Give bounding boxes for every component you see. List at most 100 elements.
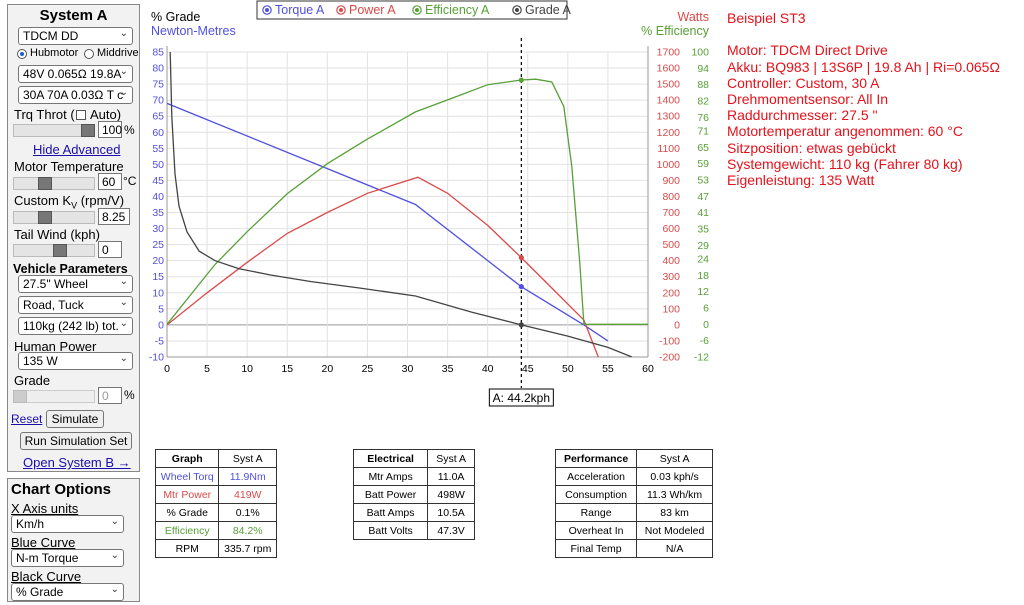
motor-temp-label: Motor Temperature	[14, 159, 124, 174]
graph-table-header: Graph	[154, 449, 220, 468]
legend-label: Power A	[349, 3, 396, 17]
table-row: Mtr Power 419W	[154, 485, 277, 504]
slider-thumb[interactable]	[13, 390, 27, 403]
hide-advanced-link[interactable]: Hide Advanced	[33, 142, 121, 157]
tail-wind-slider[interactable]	[13, 244, 95, 257]
left-axis-label-grade: % Grade	[151, 10, 200, 24]
table-cell: 10.5A	[427, 503, 475, 522]
eff-tick-label: 53	[697, 174, 709, 186]
weight-select[interactable]: 110kg (242 lb) tot. ⌄	[18, 317, 133, 335]
legend-label: Torque A	[275, 3, 325, 17]
chevron-down-icon: ⌄	[119, 318, 128, 329]
left-tick-label: 40	[152, 191, 164, 203]
chart-legend[interactable]: Torque A Power A Efficiency A Grade A	[256, 0, 572, 20]
info-line: Eigenleistung: 135 Watt	[727, 172, 875, 189]
auto-checkbox[interactable]	[76, 110, 86, 120]
table-row: Final Temp N/A	[554, 539, 713, 558]
legend-item-grade-a[interactable]: Grade A	[512, 3, 572, 17]
left-tick-label: 60	[152, 127, 164, 139]
eff-tick-label: 35	[697, 224, 709, 236]
left-tick-label: -5	[155, 335, 164, 347]
legend-item-torque-a[interactable]: Torque A	[262, 3, 325, 17]
middrive-radio[interactable]	[84, 49, 94, 59]
chevron-down-icon: ⌄	[119, 87, 128, 98]
motor-temp-input[interactable]: 60	[98, 173, 122, 190]
custom-kv-subscript: V	[71, 200, 78, 211]
x-axis-units-select[interactable]: Km/h ⌄	[11, 515, 124, 533]
left-tick-label: 25	[152, 239, 164, 251]
table-row: Batt Amps 10.5A	[352, 503, 475, 522]
performance-chart[interactable]: 0 5 10 15 20 25 30 35 40 45 50 55 60-10-505101520253…	[145, 0, 717, 410]
table-cell: Not Modeled	[636, 521, 713, 540]
left-tick-label: 5	[158, 303, 164, 315]
posture-select[interactable]: Road, Tuck ⌄	[18, 296, 133, 314]
custom-kv-unit: (rpm/V)	[77, 193, 125, 208]
custom-kv-slider[interactable]	[13, 211, 95, 224]
grade-unit: %	[124, 388, 135, 402]
table-row: % Grade 0.1%	[154, 503, 277, 522]
info-line: Motor: TDCM Direct Drive	[727, 42, 888, 59]
reset-link[interactable]: Reset	[11, 412, 43, 426]
cursor-label-box	[488, 388, 554, 407]
auto-label: Auto)	[90, 107, 122, 122]
table-cell: Batt Volts	[352, 521, 429, 540]
throttle-slider[interactable]	[13, 124, 95, 137]
series-line-efficiency-a	[167, 78, 648, 325]
chart-cursor[interactable]: A: 44.2kph	[488, 38, 554, 407]
table-row: Batt Volts 47.3V	[352, 521, 475, 540]
x-axis-units-label: X Axis units	[11, 501, 79, 516]
electrical-table-header: Electrical	[352, 449, 429, 468]
table-row: RPM 335.7 rpm	[154, 539, 277, 558]
human-power-select-value: 135 W	[23, 354, 58, 368]
slider-thumb[interactable]	[38, 211, 52, 224]
trq-throt-label: Trq Throt (	[14, 107, 75, 122]
eff-tick-label: 94	[697, 63, 709, 75]
grade-slider[interactable]	[13, 390, 95, 403]
run-simulation-set-button[interactable]: Run Simulation Set	[20, 432, 132, 450]
tail-wind-input[interactable]: 0	[98, 241, 122, 258]
chevron-down-icon: ⌄	[119, 353, 128, 364]
motor-select[interactable]: TDCM DD ⌄	[18, 27, 133, 45]
table-row: Batt Power 498W	[352, 485, 475, 504]
table-cell: RPM	[154, 539, 220, 558]
slider-thumb[interactable]	[53, 244, 67, 257]
table-cell: 11.0A	[427, 467, 475, 486]
chevron-down-icon: ⌄	[110, 550, 119, 561]
motor-temp-slider[interactable]	[13, 177, 95, 190]
grade-label: Grade	[14, 373, 51, 388]
custom-kv-text: Custom K	[14, 193, 72, 208]
legend-item-power-a[interactable]: Power A	[336, 3, 396, 17]
x-tick-label: 15	[281, 363, 293, 375]
custom-kv-label: Custom KV (rpm/V)	[14, 193, 124, 211]
slider-thumb[interactable]	[38, 177, 52, 190]
battery-select[interactable]: 48V 0.065Ω 19.8A ⌄	[18, 65, 133, 83]
controller-select[interactable]: 30A 70A 0.03Ω T c ⌄	[18, 86, 133, 104]
left-axis-label-nm: Newton-Metres	[151, 24, 236, 38]
chevron-down-icon: ⌄	[110, 516, 119, 527]
table-cell: 11.9Nm	[218, 467, 277, 486]
human-power-select[interactable]: 135 W ⌄	[18, 352, 133, 370]
right-axis-label-eff: % Efficiency	[641, 24, 710, 38]
series-line-grade-a	[169, 51, 633, 357]
watt-tick-label: -200	[659, 352, 680, 364]
custom-kv-input[interactable]: 8.25	[98, 208, 130, 225]
left-tick-label: 0	[158, 319, 164, 331]
watt-tick-label: 500	[662, 239, 680, 251]
system-a-panel: System A TDCM DD ⌄ Hubmotor Middrive 48V …	[7, 4, 140, 472]
black-curve-select[interactable]: % Grade ⌄	[11, 583, 124, 601]
performance-table: Performance Syst A Acceleration 0.03 kph/s C…	[554, 449, 713, 558]
info-line	[727, 26, 1000, 42]
throttle-input[interactable]: 100	[98, 121, 122, 138]
wheel-select[interactable]: 27.5" Wheel ⌄	[18, 275, 133, 293]
legend-item-efficiency-a[interactable]: Efficiency A	[412, 3, 490, 17]
blue-curve-select[interactable]: N-m Torque ⌄	[11, 549, 124, 567]
slider-thumb[interactable]	[81, 124, 95, 137]
table-cell: 84.2%	[218, 521, 277, 540]
simulate-button[interactable]: Simulate	[46, 410, 104, 428]
left-tick-label: 75	[152, 79, 164, 91]
grade-input[interactable]: 0	[98, 387, 122, 404]
watt-tick-label: 400	[662, 255, 680, 267]
x-tick-label: 60	[642, 363, 654, 375]
hubmotor-radio[interactable]	[17, 49, 27, 59]
open-system-b-link[interactable]: Open System B →	[23, 455, 131, 470]
